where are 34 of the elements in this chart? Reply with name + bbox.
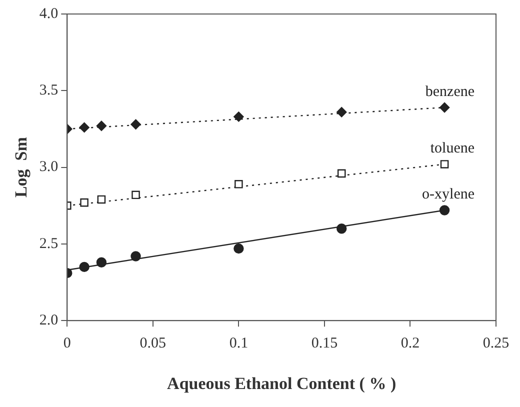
y-tick-label: 4.0 [39,6,58,22]
point [132,190,140,200]
y-tick-label: 2.0 [39,312,58,329]
x-tick-label: 0 [63,336,71,352]
point [336,224,347,234]
point [337,169,346,178]
point [96,257,107,268]
x-axis-title: Aqueous Ethanol Content ( % ) [167,374,396,394]
point [234,180,243,188]
point [130,251,141,262]
point [80,198,88,207]
x-tick-label: 0.15 [311,336,338,352]
x-tick-label: 0.05 [140,336,166,352]
point [234,112,244,122]
series-label: benzene [425,84,475,100]
y-tick-label: 2.5 [39,236,58,252]
point [440,160,449,168]
point [234,243,244,254]
y-tick-label: 3.0 [39,159,58,176]
series-label: o-xylene [422,186,475,203]
series-label: toluene [430,140,475,157]
point [97,195,106,204]
x-tick-label: 0.25 [482,336,510,352]
point [336,107,347,118]
point [130,119,141,130]
point [79,122,90,133]
y-axis-title: Log Sm [12,137,31,198]
point [439,102,450,113]
x-tick-label: 0.1 [229,336,248,352]
point [96,120,107,132]
x-tick-label: 0.2 [400,336,420,352]
point [439,205,450,216]
y-tick-label: 3.5 [39,82,58,99]
point [79,262,90,272]
